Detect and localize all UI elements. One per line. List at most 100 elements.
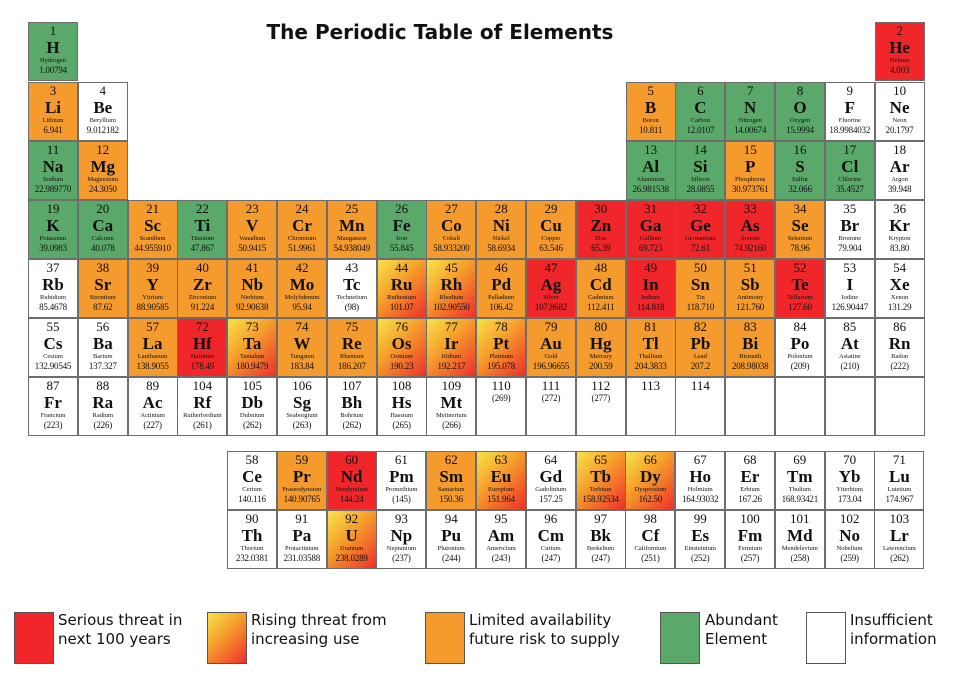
element-weight: 132.90545 — [34, 361, 72, 371]
element-name: Lutetium — [887, 486, 912, 493]
element-cell-ho: 67 Ho Holmium 164.93032 — [675, 451, 726, 510]
element-weight: 238.0289 — [335, 553, 368, 563]
element-name: Einsteinium — [684, 545, 716, 552]
element-name: Tellurium — [787, 294, 813, 301]
element-weight: (265) — [392, 420, 411, 430]
element-symbol: Cu — [540, 216, 562, 235]
element-weight: 183.84 — [290, 361, 314, 371]
element-number: 113 — [641, 378, 661, 393]
element-weight: 131.29 — [887, 302, 912, 312]
element-cell: 113 — [625, 377, 676, 436]
element-number: 75 — [345, 319, 359, 334]
element-cell-ce: 58 Ce Cerium 140.116 — [227, 451, 277, 510]
element-symbol: Ar — [889, 157, 910, 176]
element-symbol: Cm — [537, 526, 565, 545]
element-weight — [776, 379, 824, 390]
element-number: 110 — [491, 378, 511, 393]
element-name: Californium — [634, 545, 667, 552]
element-number: 40 — [195, 260, 209, 275]
element-number: 2 — [896, 23, 903, 38]
element-name: Silver — [543, 294, 559, 301]
element-number: 91 — [295, 511, 309, 526]
element-number: 77 — [444, 319, 458, 334]
element-name: Technetium — [336, 294, 368, 301]
element-name: Hydrogen — [40, 57, 66, 64]
element-name: Osmium — [390, 353, 413, 360]
element-symbol: Np — [390, 526, 413, 545]
element-number: 57 — [146, 319, 160, 334]
element-name: Tin — [695, 294, 705, 301]
element-cell-br: 35 Br Bromine 79.904 — [824, 200, 875, 259]
element-number: 90 — [245, 511, 259, 526]
element-cell-kr: 36 Kr Krypton 83.80 — [874, 200, 925, 259]
element-symbol: Ce — [242, 467, 262, 486]
element-weight: (210) — [840, 361, 860, 371]
element-cell — [874, 377, 925, 436]
element-symbol: La — [142, 334, 163, 353]
element-cell-s: 16 S Sulfur 32.066 — [775, 141, 825, 200]
element-weight: 173.04 — [837, 494, 862, 504]
element-weight — [826, 379, 874, 390]
element-cell-cu: 29 Cu Copper 63.546 — [526, 200, 576, 259]
element-name: Helium — [889, 57, 910, 64]
element-cell-lu: 71 Lu Lutetium 174.967 — [874, 451, 925, 510]
element-cell-k: 19 K Potassium 39.0983 — [28, 200, 78, 259]
element-name: Cesium — [43, 353, 63, 360]
element-weight: 106.42 — [489, 302, 513, 312]
element-symbol: Re — [341, 334, 362, 353]
element-symbol: Pb — [690, 334, 711, 353]
element-weight: 137.327 — [88, 361, 117, 371]
element-symbol: Ru — [390, 275, 413, 294]
element-symbol: Nd — [340, 467, 363, 486]
element-number: 66 — [643, 452, 657, 467]
element-weight: 167.26 — [738, 494, 762, 504]
element-number: 24 — [295, 201, 309, 216]
element-weight: 107.8682 — [534, 302, 568, 312]
element-symbol: Sn — [690, 275, 710, 294]
element-name: Mendelevium — [781, 545, 818, 552]
element-number: 7 — [746, 83, 754, 98]
element-symbol: Na — [42, 157, 64, 176]
page-title: The Periodic Table of Elements — [266, 20, 614, 44]
element-number: 36 — [893, 201, 907, 216]
element-number: 102 — [839, 511, 860, 526]
element-cell-eu: 63 Eu Europium 151.964 — [476, 451, 526, 510]
element-symbol: Rb — [42, 275, 64, 294]
element-symbol: Hs — [391, 393, 412, 412]
element-name: Iridium — [441, 353, 462, 360]
element-name: Barium — [93, 353, 113, 360]
element-weight: 55.845 — [389, 243, 414, 253]
element-number: 6 — [697, 83, 704, 98]
element-name: Seaborgium — [286, 412, 318, 419]
element-symbol: Er — [740, 467, 760, 486]
element-number: 33 — [743, 201, 757, 216]
element-number: 70 — [843, 452, 857, 467]
element-symbol: Sr — [94, 275, 112, 294]
element-cell-pa: 91 Pa Protactinium 231.03588 — [276, 510, 327, 569]
element-number: 8 — [796, 83, 804, 98]
element-symbol: Bi — [742, 334, 759, 353]
element-symbol: Mg — [90, 157, 116, 176]
element-weight: 32.066 — [788, 184, 812, 194]
element-number: 39 — [146, 260, 160, 275]
element-symbol: Y — [146, 275, 159, 294]
element-weight: 178.49 — [190, 361, 215, 371]
element-name: Hafnium — [190, 353, 214, 360]
element-number: 4 — [99, 83, 107, 98]
element-symbol: Po — [790, 334, 810, 353]
element-number: 107 — [342, 378, 362, 393]
element-name: Promethium — [385, 486, 418, 493]
element-number: 46 — [494, 260, 508, 275]
element-symbol: Si — [693, 157, 708, 176]
element-name: Gallium — [639, 235, 662, 242]
element-number: 16 — [793, 142, 807, 157]
legend-label-limited: Limited availability future risk to supp… — [469, 611, 620, 648]
element-symbol: S — [795, 157, 805, 176]
element-cell-cl: 17 Cl Chlorine 35.4527 — [824, 141, 875, 200]
element-name: Erbium — [740, 486, 760, 493]
element-number: 48 — [594, 260, 608, 275]
element-cell-la: 57 La Lanthanum 138.9055 — [127, 318, 178, 377]
element-cell-ra: 88 Ra Radium (226) — [77, 377, 128, 436]
element-symbol: Dy — [640, 467, 661, 486]
element-cell-zr: 40 Zr Zirconium 91.224 — [177, 259, 228, 318]
